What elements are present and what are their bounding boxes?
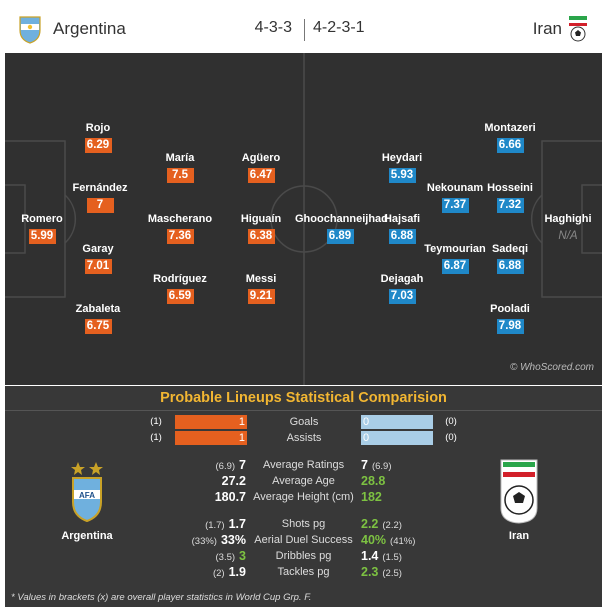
home-formation: 4-3-3 (254, 19, 292, 36)
player-garay[interactable]: Garay 7.01 (82, 243, 114, 274)
player-hosseini[interactable]: Hosseini 7.32 (487, 182, 533, 213)
home-team-label: Argentina (61, 530, 113, 542)
player-nekounam[interactable]: Nekounam 7.37 (426, 182, 484, 213)
player-messi[interactable]: Messi 9.21 (245, 273, 277, 304)
player-rodriguez[interactable]: Rodríguez 6.59 (153, 273, 207, 304)
aerial-duel-row: (33%) 33% Aerial Duel Success 40% (41%) (191, 533, 416, 547)
shots-row: (1.7) 1.7 Shots pg 2.2 (2.2) (205, 517, 402, 531)
home-team-name: Argentina (53, 19, 126, 38)
away-goals-bar: 0 (361, 415, 433, 429)
player-teymourian[interactable]: Teymourian 6.87 (424, 243, 486, 274)
assists-row: (1) 1 Assists 0 (0) (150, 431, 457, 445)
player-heydari[interactable]: Heydari 5.93 (381, 152, 423, 183)
divider (5, 410, 602, 411)
argentina-crest-icon (19, 16, 41, 44)
tackles-row: (2) 1.9 Tackles pg 2.3 (2.5) (212, 565, 402, 579)
player-mascherano[interactable]: Mascherano 7.36 (147, 213, 213, 244)
player-higuain[interactable]: Higuaín 6.38 (240, 213, 282, 244)
player-zabaleta[interactable]: Zabaleta 6.75 (75, 303, 121, 334)
player-aguero[interactable]: Agüero 6.47 (241, 152, 281, 183)
player-montazeri[interactable]: Montazeri 6.66 (484, 122, 536, 153)
player-hajsafi[interactable]: Hajsafi 6.88 (383, 213, 421, 244)
player-rojo[interactable]: Rojo 6.29 (84, 122, 112, 153)
player-dejagah[interactable]: Dejagah 7.03 (380, 273, 424, 304)
player-ghoochanneijhad[interactable]: Ghoochanneijhad 6.89 (295, 213, 388, 244)
dribbles-row: (3.5) 3 Dribbles pg 1.4 (1.5) (215, 549, 402, 563)
footnote: * Values in brackets (x) are overall pla… (11, 592, 312, 603)
iran-badge-icon (500, 459, 538, 524)
player-pooladi[interactable]: Pooladi 7.98 (490, 303, 530, 334)
goals-row: (1) 1 Goals 0 (0) (150, 415, 457, 429)
average-age-row: 27.2 Average Age 28.8 (221, 474, 386, 488)
player-romero[interactable]: Romero 5.99 (21, 213, 63, 244)
home-assists-bar: 1 (175, 431, 247, 445)
iran-crest-icon (569, 16, 587, 42)
away-formation: 4-2-3-1 (313, 19, 365, 36)
match-header: Argentina 4-3-3 4-2-3-1 Iran (5, 5, 602, 52)
argentina-badge-icon: AFA (71, 462, 103, 522)
average-height-row: 180.7 Average Height (cm) 182 (214, 490, 382, 504)
watermark: © WhoScored.com (509, 362, 594, 373)
player-maria[interactable]: María 7.5 (165, 152, 195, 183)
away-assists-bar: 0 (361, 431, 433, 445)
home-goals-bar: 1 (175, 415, 247, 429)
player-sadeqi[interactable]: Sadeqi 6.88 (491, 243, 529, 274)
away-team-label: Iran (508, 530, 530, 542)
player-fernandez[interactable]: Fernández 7 (72, 182, 128, 213)
pitch: Romero 5.99 Rojo 6.29 Fernández 7 Garay … (5, 53, 602, 385)
comparison-title: Probable Lineups Statistical Comparision (160, 390, 447, 406)
player-haghighi[interactable]: Haghighi N/A (544, 213, 592, 242)
formation-separator (304, 19, 305, 41)
away-team-name: Iran (532, 19, 562, 38)
stat-comparison: Probable Lineups Statistical Comparision… (5, 386, 602, 607)
pitch-markings (5, 53, 602, 385)
svg-text:AFA: AFA (79, 491, 95, 500)
average-ratings-row: (6.9) 7 Average Ratings 7 (6.9) (215, 458, 392, 472)
